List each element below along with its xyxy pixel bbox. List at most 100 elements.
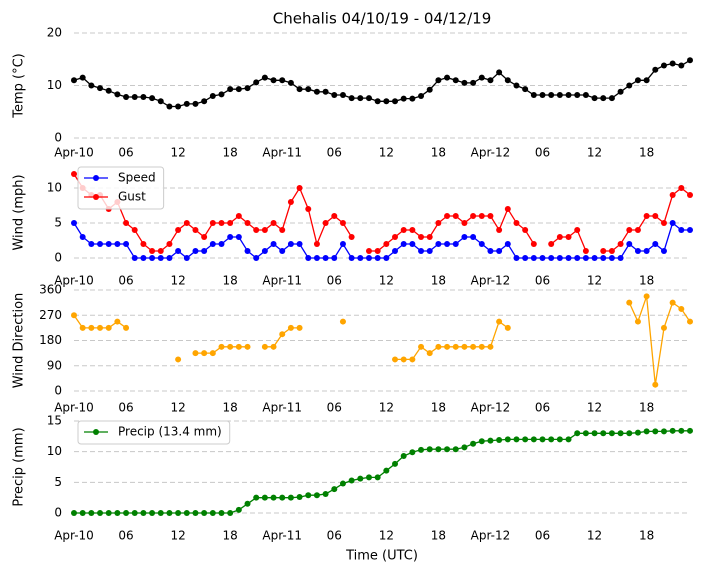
data-point [287,79,294,86]
data-point [261,343,268,350]
x-tick-label: Apr-10 [54,529,94,543]
x-tick-label: Apr-12 [471,529,511,543]
data-point [496,318,503,325]
data-point [687,192,693,198]
data-point [374,248,381,254]
series-line [73,221,690,259]
data-point [175,248,182,254]
data-point [487,437,494,444]
data-point [71,312,77,319]
data-point [574,227,581,233]
x-tick-label: Apr-10 [54,401,94,415]
data-point [643,248,650,254]
data-point [322,490,329,497]
data-point [374,98,381,105]
data-point [591,95,598,102]
x-tick-label: 18 [223,529,238,543]
data-point [322,220,329,226]
data-point [556,234,563,240]
data-point [452,446,459,453]
data-point [296,324,303,331]
data-point [287,199,294,205]
data-point [626,227,633,233]
x-tick-label: 06 [118,274,133,288]
data-point [88,510,95,516]
data-point [461,444,468,451]
data-point [643,293,650,300]
data-point [305,86,312,93]
legend-label: Gust [118,190,146,204]
data-point [305,492,312,499]
data-point [669,192,676,198]
data-point [513,82,520,89]
data-point [313,492,320,499]
data-point [227,86,234,93]
data-point [409,227,416,233]
data-point [626,430,633,437]
data-point [253,79,260,86]
data-point [504,77,511,84]
data-point [392,460,399,467]
data-point [71,77,77,84]
data-point [470,234,477,240]
y-tick-label: 0 [54,506,62,520]
data-point [660,248,667,254]
data-point [461,79,468,86]
data-point [470,213,477,219]
chart-title: Chehalis 04/10/19 - 04/12/19 [273,10,492,28]
data-point [643,77,650,84]
x-axis-label: Time (UTC) [345,549,418,564]
data-point [478,74,485,81]
legend-label: Speed [118,171,156,185]
data-point [296,185,303,191]
data-point [71,510,77,516]
data-point [539,436,546,443]
x-tick-label: 18 [223,401,238,415]
x-tick-label: 06 [327,274,342,288]
data-point [88,324,95,331]
data-point [600,95,607,102]
data-point [79,234,86,240]
x-tick-label: 18 [639,401,654,415]
data-point [392,248,399,254]
data-point [652,428,659,435]
data-point [175,356,182,363]
data-point [79,74,86,81]
data-point [418,234,425,240]
data-point [218,241,225,247]
data-point [270,77,277,84]
legend [77,420,231,445]
x-tick-label: 06 [118,146,133,160]
data-point [270,343,277,350]
x-tick-label: 18 [639,146,654,160]
data-point [97,510,104,516]
data-point [522,436,529,443]
data-point [418,93,425,99]
data-point [365,255,372,261]
y-axis-label: Wind Direction [12,293,27,389]
data-point [626,82,633,89]
data-point [192,350,199,357]
data-point [548,255,555,261]
x-tick-label: 12 [170,401,185,415]
data-point [331,255,338,261]
data-point [452,77,459,84]
data-point [452,241,459,247]
data-point [123,220,130,226]
data-point [435,77,442,84]
y-tick-label: 0 [54,384,62,398]
data-point [166,510,173,516]
legend-marker [93,194,99,200]
y-tick-label: 5 [54,475,62,489]
data-point [365,248,372,254]
data-point [88,241,95,247]
data-point [461,220,468,226]
data-point [114,241,121,247]
x-tick-label: 12 [587,146,602,160]
data-point [157,255,164,261]
y-axis-label: Wind (mph) [12,174,27,250]
x-tick-label: Apr-11 [262,529,302,543]
data-point [582,91,589,98]
data-point [530,91,537,98]
